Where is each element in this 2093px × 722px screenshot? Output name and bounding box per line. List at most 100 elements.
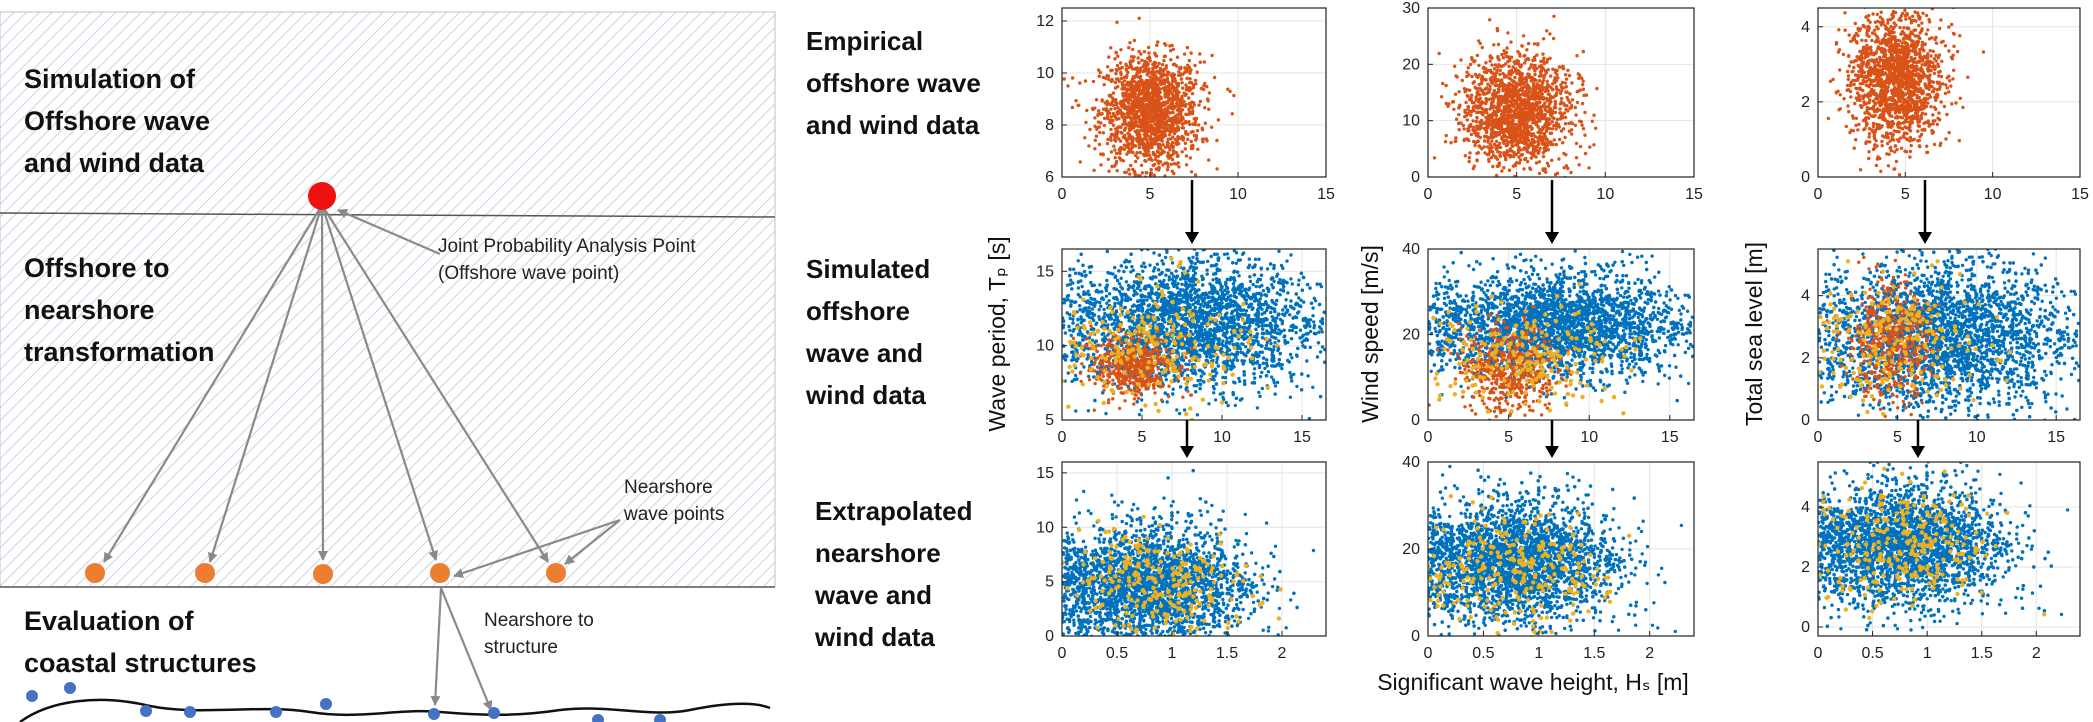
- zone-label-structures: Evaluation of coastal structures: [24, 600, 257, 684]
- point: [1495, 29, 1500, 33]
- point: [1165, 162, 1170, 166]
- point: [1533, 58, 1537, 62]
- point: [1210, 53, 1214, 58]
- point: [1507, 64, 1511, 69]
- point: [1949, 84, 1953, 88]
- point: [1570, 128, 1574, 132]
- point: [1533, 104, 1537, 109]
- point: [1503, 182, 1506, 185]
- point: [1893, 111, 1898, 115]
- point: [1527, 75, 1532, 80]
- point: [1866, 28, 1871, 33]
- point: [1200, 137, 1205, 142]
- point: [1463, 110, 1467, 114]
- point: [1480, 45, 1485, 50]
- point: [1583, 151, 1588, 156]
- point: [1880, 17, 1885, 21]
- point: [1483, 151, 1487, 155]
- point: [1132, 169, 1137, 173]
- point: [1857, 95, 1862, 99]
- point: [1526, 96, 1531, 100]
- point: [1118, 61, 1123, 65]
- point: [1536, 111, 1541, 115]
- point: [1133, 117, 1138, 121]
- point: [1164, 43, 1168, 47]
- point: [1890, 12, 1894, 17]
- point: [1495, 70, 1499, 75]
- point: [1109, 94, 1113, 98]
- point: [1180, 150, 1184, 154]
- point: [1578, 119, 1582, 123]
- point: [1932, 105, 1937, 110]
- point: [1138, 74, 1143, 79]
- point: [1541, 59, 1545, 63]
- point: [1927, 63, 1932, 68]
- point: [1896, 92, 1901, 96]
- point: [1853, 101, 1857, 106]
- point: [1155, 69, 1159, 74]
- point: [1494, 130, 1498, 135]
- point: [1489, 105, 1494, 109]
- point: [1496, 55, 1500, 59]
- point: [1931, 80, 1936, 84]
- point: [1134, 120, 1138, 125]
- point: [1928, 20, 1932, 24]
- point: [1551, 88, 1555, 92]
- point: [1868, 93, 1873, 98]
- point: [1518, 96, 1523, 101]
- point: [1116, 85, 1120, 89]
- point: [1838, 68, 1842, 72]
- point: [1486, 124, 1490, 129]
- point: [1861, 23, 1866, 28]
- point: [1078, 81, 1082, 85]
- point: [1899, 32, 1903, 36]
- point: [1207, 107, 1211, 112]
- point: [1117, 67, 1122, 71]
- point: [1961, 105, 1965, 110]
- point: [1475, 53, 1480, 58]
- point: [1495, 164, 1500, 168]
- point: [1890, 78, 1894, 83]
- point: [1893, 150, 1897, 154]
- point: [1139, 121, 1143, 125]
- point: [1926, 28, 1930, 32]
- point: [1930, 84, 1934, 89]
- point: [1542, 56, 1546, 60]
- point: [1859, 57, 1864, 61]
- point: [1478, 145, 1482, 149]
- point: [1193, 123, 1197, 127]
- point: [1496, 83, 1500, 88]
- point: [1900, 79, 1904, 83]
- point: [1539, 93, 1543, 98]
- point: [1856, 26, 1860, 31]
- point: [1540, 139, 1545, 143]
- point: [1554, 127, 1558, 131]
- point: [1505, 105, 1510, 110]
- axes-box: [1061, 7, 1327, 178]
- point: [1874, 38, 1879, 43]
- point: [1452, 107, 1456, 112]
- point: [1472, 60, 1476, 64]
- point: [1899, 14, 1904, 18]
- point: [1094, 98, 1099, 102]
- point: [1127, 168, 1131, 172]
- point: [1522, 92, 1526, 96]
- point: [1870, 128, 1874, 132]
- point: [1141, 89, 1146, 93]
- point: [1548, 131, 1553, 136]
- annotation-nearshore-points: Nearshore wave points: [624, 474, 724, 528]
- point: [1880, 58, 1884, 63]
- point: [1540, 65, 1544, 70]
- point: [1930, 89, 1935, 94]
- point: [1160, 104, 1164, 108]
- point: [1524, 156, 1528, 161]
- point: [1471, 81, 1475, 85]
- points: [1826, 8, 1986, 177]
- point: [1909, 21, 1914, 25]
- point: [1114, 117, 1119, 122]
- point: [1169, 118, 1173, 123]
- point: [1502, 112, 1506, 116]
- point: [1915, 60, 1919, 65]
- point: [1575, 54, 1579, 58]
- point: [1867, 106, 1872, 111]
